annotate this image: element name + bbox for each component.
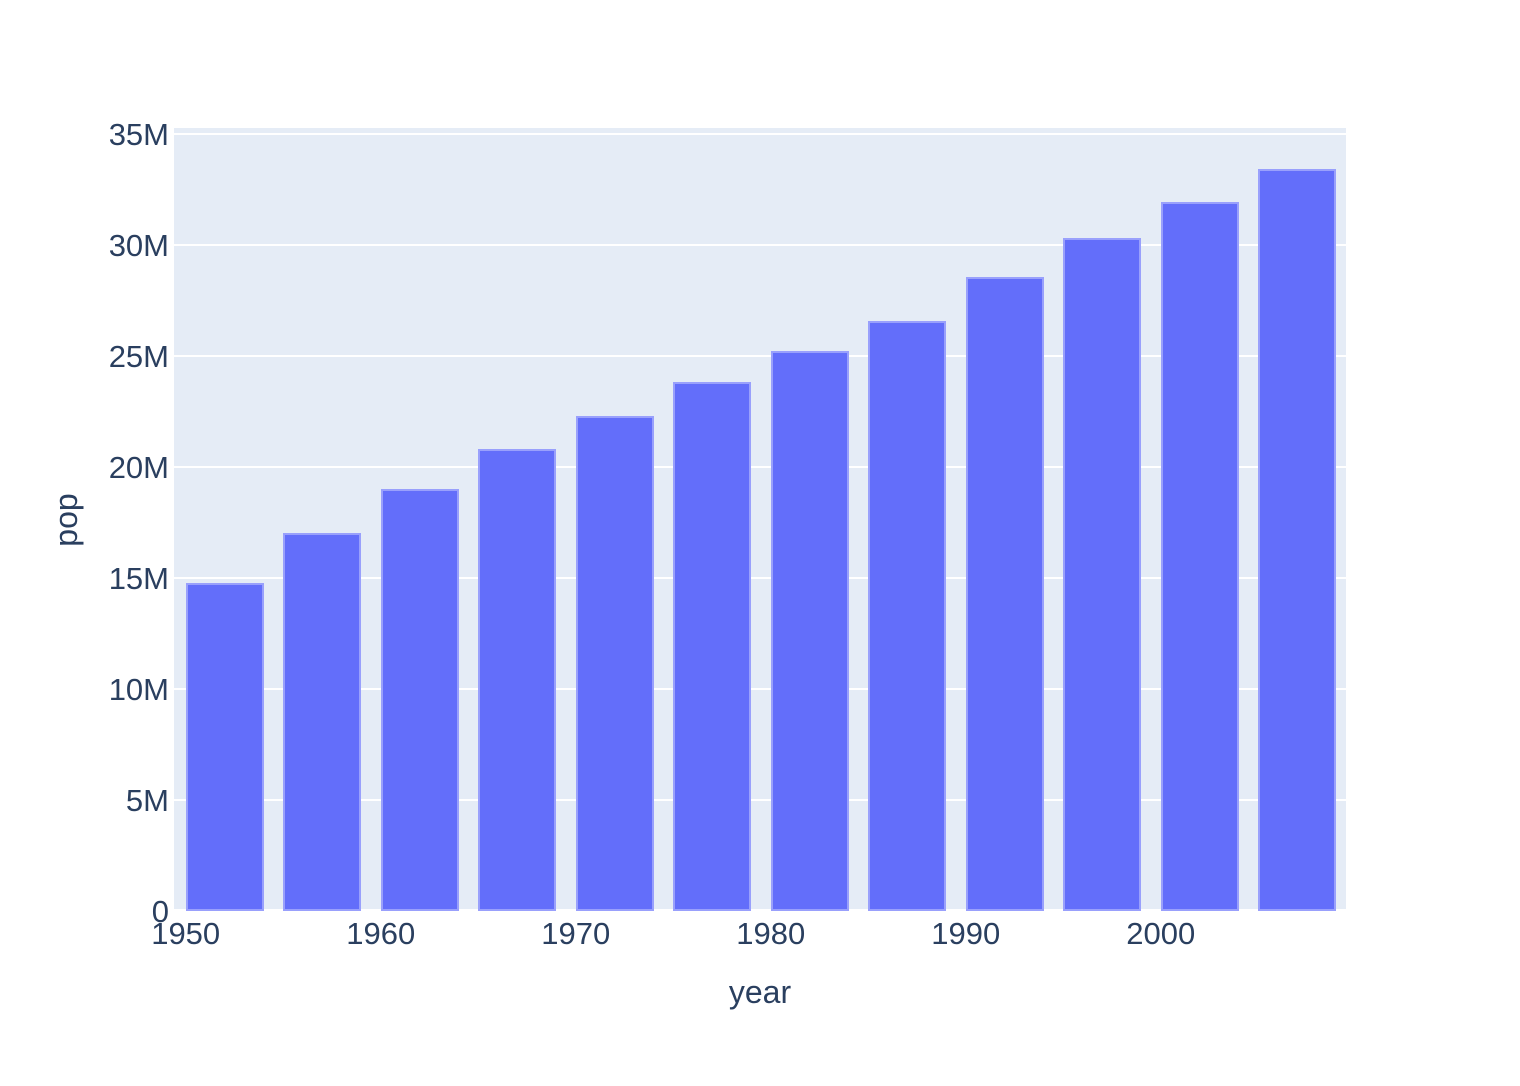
y-tick-label-25M: 25M	[108, 338, 169, 374]
y-tick-label-10M: 10M	[108, 671, 169, 707]
x-tick-label-1960: 1960	[346, 916, 416, 951]
y-tick-label-35M: 35M	[108, 116, 169, 152]
x-tick-label-1980: 1980	[736, 916, 806, 951]
y-tick-label-30M: 30M	[108, 227, 169, 263]
y-tick-label-15M: 15M	[108, 560, 169, 596]
x-tick-label-1950: 1950	[151, 916, 221, 951]
y-tick-label-0: 0	[151, 894, 169, 929]
x-tick-label-1970: 1970	[541, 916, 611, 951]
y-tick-label-20M: 20M	[108, 449, 169, 485]
x-tick-label-2000: 2000	[1126, 916, 1196, 951]
x-axis-title: year	[728, 974, 792, 1010]
y-axis-title: pop	[48, 493, 84, 547]
plot-area[interactable]	[174, 128, 1346, 911]
y-tick-label-5M: 5M	[125, 782, 169, 818]
x-tick-label-1990: 1990	[931, 916, 1001, 951]
